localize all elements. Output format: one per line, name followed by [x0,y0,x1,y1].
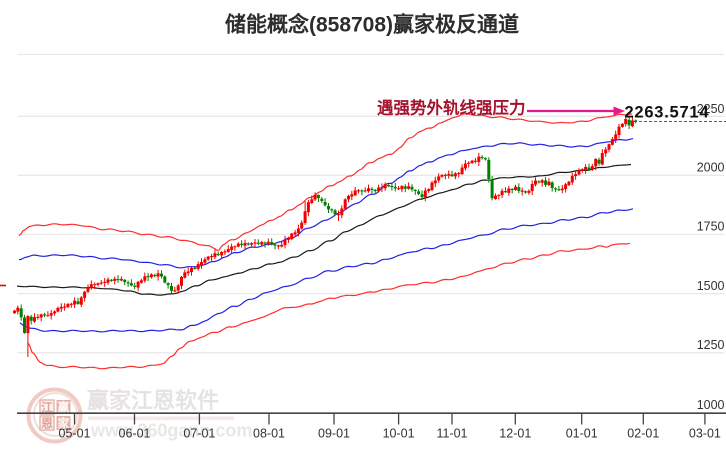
svg-text:www.360gann.com: www.360gann.com [90,421,252,441]
svg-text:2263.5714: 2263.5714 [625,104,710,122]
svg-text:1250: 1250 [697,338,725,352]
svg-text:2250: 2250 [697,102,725,116]
svg-text:08-01: 08-01 [253,427,285,441]
svg-text:2000: 2000 [697,161,725,175]
svg-text:02-01: 02-01 [627,427,659,441]
svg-text:储能概念(858708)赢家极反通道: 储能概念(858708)赢家极反通道 [225,13,519,37]
svg-text:家: 家 [57,416,70,431]
svg-text:赢: 赢 [57,400,69,415]
svg-text:11-01: 11-01 [436,427,467,441]
svg-text:赢家江恩软件: 赢家江恩软件 [87,388,219,413]
svg-text:恩: 恩 [41,416,53,431]
svg-text:05-01: 05-01 [59,427,91,441]
svg-text:江: 江 [41,400,53,415]
svg-text:1000: 1000 [697,398,725,412]
svg-text:01-01: 01-01 [566,427,598,441]
svg-text:07-01: 07-01 [183,427,215,441]
svg-text:09-01: 09-01 [318,427,350,441]
svg-text:12-01: 12-01 [499,427,531,441]
svg-text:06-01: 06-01 [119,427,151,441]
svg-text:遇强势外轨线强压力: 遇强势外轨线强压力 [377,98,526,118]
svg-text:03-01: 03-01 [689,427,721,441]
svg-text:1750: 1750 [697,220,725,234]
svg-text:1500: 1500 [697,279,725,293]
svg-text:10-01: 10-01 [383,427,415,441]
